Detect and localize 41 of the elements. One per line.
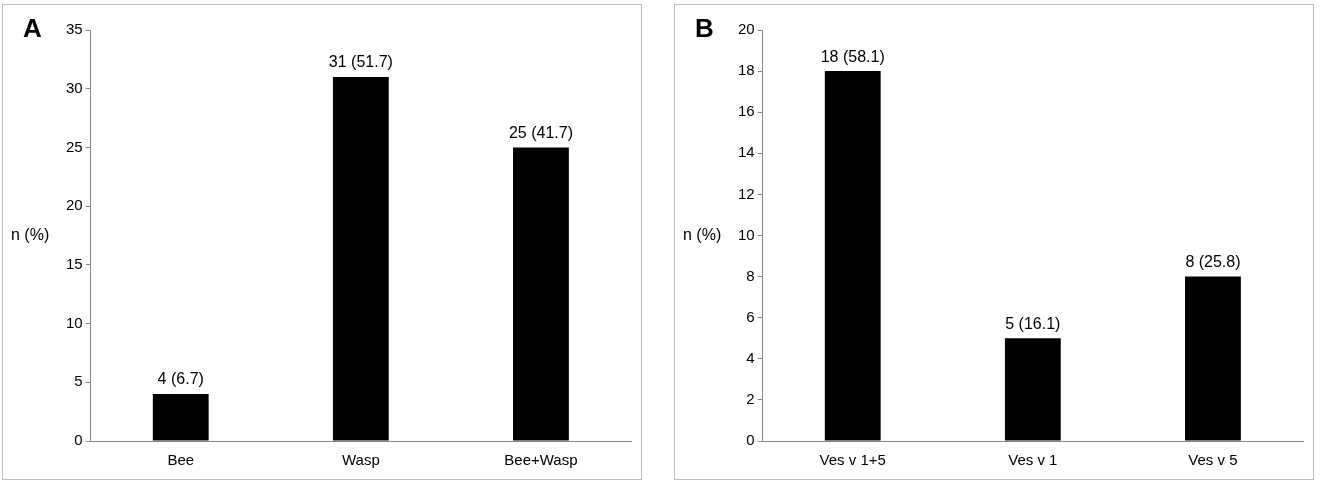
x-tick-label: Wasp xyxy=(341,451,380,469)
chart-title: A xyxy=(23,13,42,44)
y-tick-label: 12 xyxy=(738,184,755,202)
bar xyxy=(1004,338,1061,441)
y-tick-label: 5 xyxy=(74,372,83,390)
y-tick-label: 30 xyxy=(66,78,83,96)
y-tick-label: 4 xyxy=(746,348,755,366)
data-label: 25 (41.7) xyxy=(508,123,573,141)
y-tick-label: 10 xyxy=(738,225,755,243)
data-label: 18 (58.1) xyxy=(820,47,885,65)
y-tick-label: 0 xyxy=(74,431,83,449)
y-axis-title: n (%) xyxy=(11,225,50,243)
bar xyxy=(513,147,569,441)
bar xyxy=(1185,276,1241,441)
y-tick-label: 15 xyxy=(66,255,83,272)
y-tick-label: 16 xyxy=(738,102,755,120)
x-tick-label: Ves v 5 xyxy=(1188,451,1238,469)
chart-title: B xyxy=(695,13,714,44)
y-tick-label: 20 xyxy=(738,20,755,38)
x-tick-label: Ves v 1 xyxy=(1008,451,1058,469)
x-tick-label: Ves v 1+5 xyxy=(819,451,886,469)
y-tick-label: 0 xyxy=(746,431,755,449)
y-tick-label: 6 xyxy=(746,307,755,325)
bar xyxy=(824,71,881,441)
y-tick-label: 2 xyxy=(746,390,755,408)
y-tick-label: 18 xyxy=(738,61,755,79)
y-tick-label: 8 xyxy=(746,266,755,284)
data-label: 4 (6.7) xyxy=(157,370,204,388)
y-tick-label: 20 xyxy=(66,196,83,214)
y-tick-label: 14 xyxy=(738,143,755,161)
data-label: 5 (16.1) xyxy=(1005,314,1061,332)
data-label: 31 (51.7) xyxy=(328,53,393,71)
data-label: 8 (25.8) xyxy=(1185,253,1241,271)
x-tick-label: Bee+Wasp xyxy=(504,451,578,469)
bar xyxy=(332,76,389,441)
y-axis-title: n (%) xyxy=(683,225,722,243)
x-tick-label: Bee xyxy=(167,451,195,469)
bar xyxy=(152,394,209,441)
y-tick-label: 10 xyxy=(66,313,83,331)
y-tick-label: 25 xyxy=(66,137,83,155)
y-tick-label: 35 xyxy=(66,20,83,38)
